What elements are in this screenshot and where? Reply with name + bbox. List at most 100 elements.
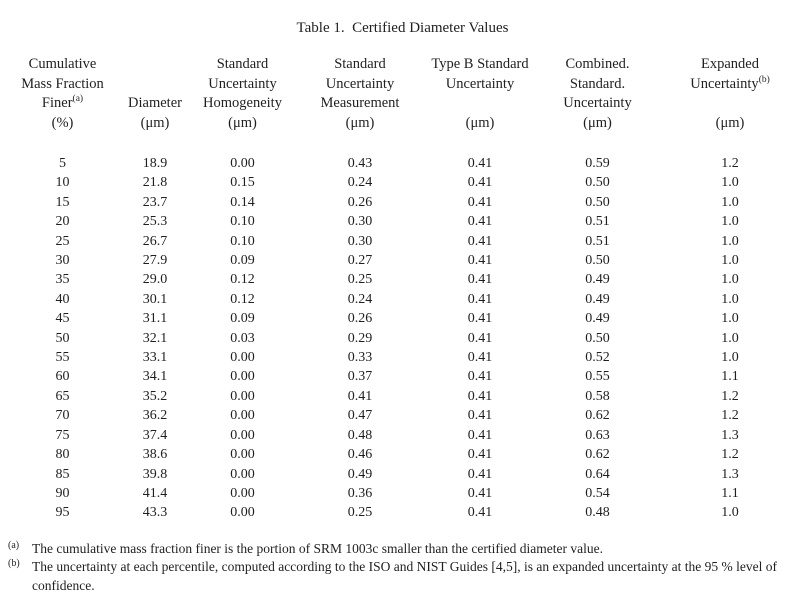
table-cell: 75: [55, 427, 70, 443]
table-cell: 0.49: [585, 291, 610, 307]
header-line: (μm): [345, 114, 375, 131]
header-line: Diameter: [128, 95, 182, 111]
table-cell: 45: [55, 311, 70, 327]
table-cell: 0.41: [467, 311, 493, 327]
table-cell: 41.4: [142, 485, 168, 501]
table-cell: 0.49: [585, 311, 610, 327]
table-cell: 32.1: [142, 330, 168, 346]
table-cell: 0.03: [230, 330, 255, 346]
table-cell: 25: [55, 233, 70, 249]
table-row: 15 23.7 0.14 0.26 0.41 0.50 1.0: [0, 193, 805, 212]
header-cell: Cumulative Mass Fraction Finer(a) (%): [0, 55, 125, 154]
table-cell: 0.46: [347, 447, 373, 463]
header-line: Measurement: [320, 95, 400, 111]
table-cell: 0.48: [585, 505, 610, 521]
table-cell: 0.30: [347, 233, 373, 249]
table-cell: 0.41: [467, 369, 493, 385]
table-cell: 0.55: [585, 369, 610, 385]
table-cell: 0.09: [230, 253, 255, 269]
table-cell: 0.25: [347, 505, 373, 521]
table-cell: 1.0: [721, 272, 739, 288]
header-cell: Type B Standard Uncertainty (μm): [420, 55, 540, 154]
table-row: 75 37.4 0.00 0.48 0.41 0.63 1.3: [0, 426, 805, 445]
table-cell: 30: [55, 253, 70, 269]
table-cell: 0.41: [467, 214, 493, 230]
table-cell: 0.41: [467, 505, 493, 521]
table-row: 5 18.9 0.00 0.43 0.41 0.59 1.2: [0, 154, 805, 173]
header-line: [125, 75, 185, 95]
table-cell: 80: [55, 447, 70, 463]
header-line: Standard: [334, 56, 386, 72]
header-line: Mass Fraction: [21, 75, 104, 92]
table-cell: 1.1: [721, 369, 739, 385]
table-cell: 1.0: [721, 505, 739, 521]
table-cell: 0.54: [585, 485, 610, 501]
header-line: Cumulative: [28, 56, 97, 72]
table-row: 10 21.8 0.15 0.24 0.41 0.50 1.0: [0, 173, 805, 192]
table-cell: 33.1: [142, 350, 168, 366]
table-cell: 95: [55, 505, 70, 521]
table-cell: 26.7: [142, 233, 168, 249]
header-row: Cumulative Mass Fraction Finer(a) (%) Diamet…: [0, 55, 805, 154]
table-cell: 0.51: [585, 233, 610, 249]
table-cell: 0.00: [230, 408, 255, 424]
header-line: (μm): [228, 114, 257, 131]
table-row: 65 35.2 0.00 0.41 0.41 0.58 1.2: [0, 387, 805, 406]
header-line: (μm): [715, 114, 745, 131]
table-cell: 0.29: [347, 330, 373, 346]
header-cell: Standard Uncertainty Homogeneity (μm): [185, 55, 300, 154]
table-row: 80 38.6 0.00 0.46 0.41 0.62 1.2: [0, 445, 805, 464]
header-cell: Standard Uncertainty Measurement (μm): [300, 55, 420, 154]
table-cell: 0.41: [467, 291, 493, 307]
table-cell: 0.27: [347, 253, 373, 269]
footnote-item: (b) The uncertainty at each percentile, c…: [8, 558, 799, 595]
table-cell: 0.62: [585, 447, 610, 463]
footnote-ref: (a): [72, 94, 84, 104]
footnote-ref: (b): [758, 74, 770, 85]
table-row: 45 31.1 0.09 0.26 0.41 0.49 1.0: [0, 309, 805, 328]
table-cell: 0.41: [467, 253, 493, 269]
table-cell: 0.26: [347, 194, 373, 210]
header-line: Standard: [216, 56, 269, 72]
table-cell: 0.41: [467, 272, 493, 288]
table-cell: 18.9: [142, 156, 168, 171]
table-cell: 0.50: [585, 175, 610, 191]
table-cell: 0.10: [230, 214, 255, 230]
table-row: 25 26.7 0.10 0.30 0.41 0.51 1.0: [0, 232, 805, 251]
table-cell: 0.00: [230, 466, 255, 482]
header-line: Uncertainty: [445, 75, 515, 92]
footnote-marker: (b): [8, 558, 20, 570]
table-body: 5 18.9 0.00 0.43 0.41 0.59 1.2 10 21.8 0.15 0.24 0.…: [0, 154, 805, 523]
table-cell: 0.00: [230, 156, 255, 171]
table-cell: 0.41: [467, 330, 493, 346]
table-row: 60 34.1 0.00 0.37 0.41 0.55 1.1: [0, 367, 805, 386]
table-row: 55 33.1 0.00 0.33 0.41 0.52 1.0: [0, 348, 805, 367]
table-cell: 1.0: [721, 214, 739, 230]
table-cell: 0.64: [585, 466, 610, 482]
table-cell: 0.10: [230, 233, 255, 249]
table-cell: 30.1: [142, 291, 168, 307]
table-cell: 0.41: [467, 350, 493, 366]
table-cell: 31.1: [142, 311, 168, 327]
table-cell: 0.58: [585, 388, 610, 404]
table-row: 85 39.8 0.00 0.49 0.41 0.64 1.3: [0, 465, 805, 484]
table-cell: 1.0: [721, 291, 739, 307]
table-cell: 0.51: [585, 214, 610, 230]
table-cell: 50: [55, 330, 70, 346]
table-cell: 0.09: [230, 311, 255, 327]
table-cell: 0.47: [347, 408, 373, 424]
table-cell: 0.00: [230, 485, 255, 501]
header-line: Standard.: [569, 75, 626, 92]
table-cell: 10: [55, 175, 70, 191]
footnote-item: (a) The cumulative mass fraction finer is…: [8, 540, 799, 559]
table-cell: 0.37: [347, 369, 373, 385]
header-line: Uncertainty: [563, 95, 632, 111]
table-row: 70 36.2 0.00 0.47 0.41 0.62 1.2: [0, 406, 805, 425]
table-cell: 0.49: [347, 466, 373, 482]
header-line: Combined.: [565, 56, 630, 72]
table-cell: 25.3: [142, 214, 168, 230]
table-cell: 65: [55, 388, 70, 404]
table-cell: 0.43: [347, 156, 373, 171]
table-cell: 1.2: [721, 388, 739, 404]
